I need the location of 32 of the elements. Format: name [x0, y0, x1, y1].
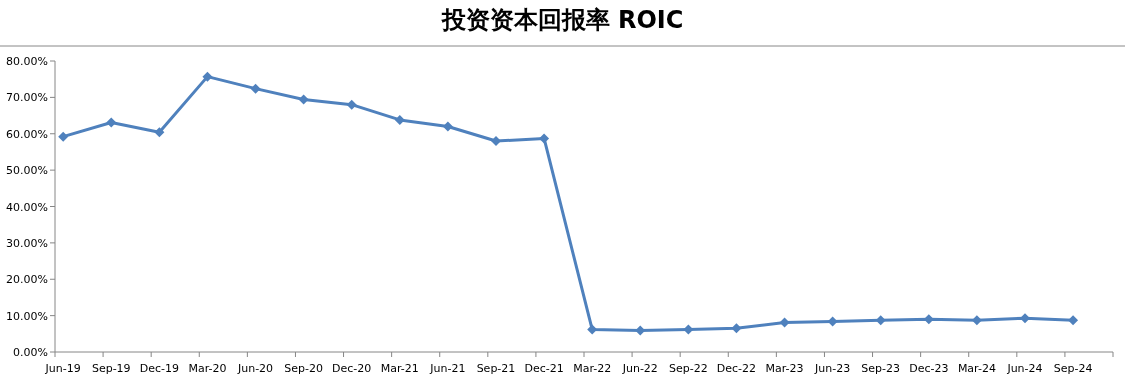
x-tick-label: Dec-22	[716, 362, 757, 375]
x-tick-label: Jun-22	[621, 362, 658, 375]
y-tick-label: 0.00%	[13, 346, 48, 359]
x-tick-label: Mar-20	[188, 362, 227, 375]
x-tick-label: Sep-20	[284, 362, 323, 375]
x-tick-label: Jun-23	[814, 362, 851, 375]
x-tick-label: Sep-19	[91, 362, 131, 375]
x-tick-label: Jun-21	[429, 362, 466, 375]
x-tick-label: Jun-24	[1006, 362, 1043, 375]
y-tick-label: 70.00%	[6, 91, 48, 105]
x-tick-label: Dec-21	[524, 362, 564, 375]
x-tick-label: Sep-23	[861, 362, 901, 375]
y-tick-label: 10.00%	[6, 309, 48, 323]
x-tick-label: Mar-24	[957, 362, 996, 375]
x-tick-label: Jun-20	[236, 362, 274, 375]
chart-title: 投资资本回报率 ROIC	[440, 4, 685, 36]
x-tick-label: Mar-21	[380, 362, 419, 375]
y-tick-label: 80.00%	[6, 55, 48, 68]
y-tick-label: 60.00%	[6, 127, 48, 141]
x-tick-label: Mar-22	[573, 362, 612, 375]
y-tick-label: 40.00%	[6, 200, 48, 214]
x-tick-label: Sep-21	[476, 362, 516, 375]
y-tick-label: 20.00%	[6, 273, 48, 287]
y-tick-label: 50.00%	[6, 164, 48, 178]
x-tick-label: Sep-22	[669, 362, 708, 375]
y-tick-label: 30.00%	[6, 236, 48, 250]
x-tick-label: Dec-23	[909, 362, 949, 375]
x-tick-label: Jun-19	[44, 362, 81, 375]
x-tick-label: Sep-24	[1053, 362, 1093, 375]
x-tick-label: Mar-23	[765, 362, 804, 375]
x-tick-label: Dec-19	[139, 362, 179, 375]
x-tick-label: Dec-20	[332, 362, 372, 375]
